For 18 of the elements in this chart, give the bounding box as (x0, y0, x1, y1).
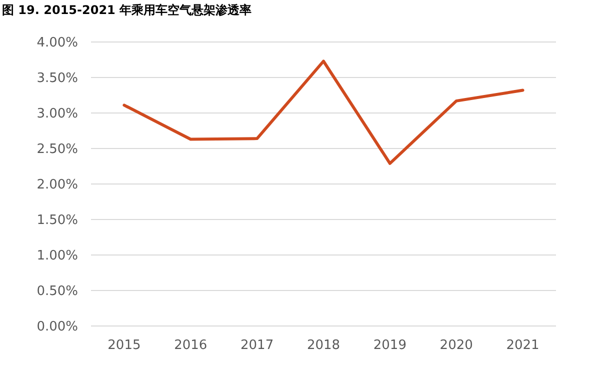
x-tick-label: 2015 (108, 338, 141, 353)
y-tick-label: 3.50% (36, 71, 78, 86)
x-tick-label: 2017 (240, 338, 274, 353)
line-series (122, 60, 524, 165)
x-tick-label: 2019 (373, 338, 406, 353)
x-tick-label: 2020 (440, 338, 473, 353)
y-tick-label: 2.50% (36, 142, 78, 157)
y-tick-label: 0.50% (36, 284, 78, 299)
y-tick-label: 2.00% (36, 178, 78, 192)
x-tick-label: 2021 (506, 338, 540, 353)
y-tick-label: 0.00% (36, 320, 78, 334)
y-tick-label: 3.00% (36, 106, 78, 122)
y-tick-label: 1.50% (36, 213, 78, 228)
y-tick-label: 1.00% (36, 248, 78, 264)
y-tick-label: 4.00% (36, 36, 78, 50)
chart-title: 图 19. 2015-2021 年乘用车空气悬架渗透率 (2, 3, 252, 17)
x-tick-label: 2018 (306, 338, 340, 353)
x-tick-label: 2016 (174, 338, 208, 353)
